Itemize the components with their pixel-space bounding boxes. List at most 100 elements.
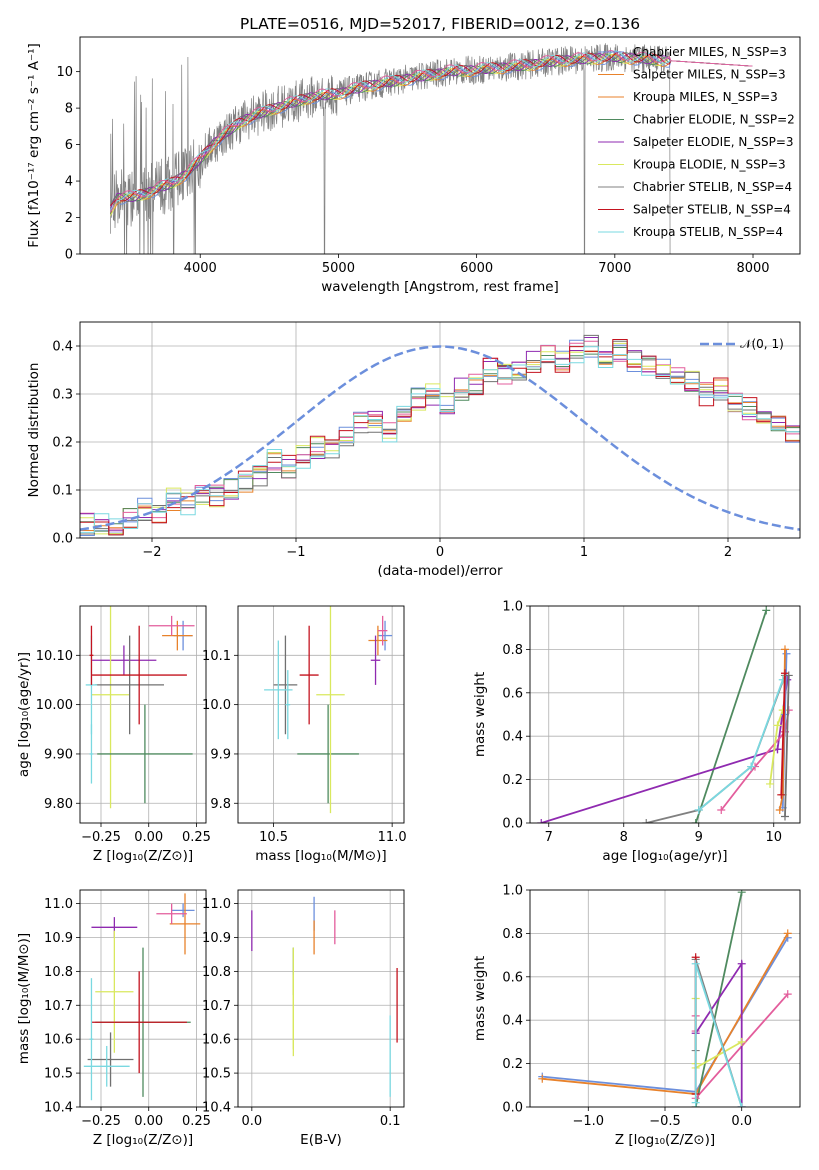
y-axis-label: mass weight bbox=[472, 956, 488, 1041]
weight-series-1 bbox=[541, 748, 778, 823]
x-tick-label: −1 bbox=[286, 545, 305, 560]
y-tick-label: 9.90 bbox=[44, 747, 73, 762]
model-spectrum-8 bbox=[110, 50, 753, 213]
x-tick-label: −1.0 bbox=[573, 1114, 605, 1129]
normal-curve bbox=[80, 345, 800, 531]
y-tick-label: 10.7 bbox=[202, 999, 231, 1014]
plot-area bbox=[537, 606, 793, 823]
histogram-7 bbox=[80, 339, 800, 536]
y-axis-label: Normed distribution bbox=[26, 363, 42, 498]
y-tick-label: 9.9 bbox=[210, 747, 231, 762]
y-tick-label: 10.6 bbox=[202, 1033, 231, 1048]
y-tick-label: 10.5 bbox=[44, 1067, 73, 1082]
x-tick-label: 5000 bbox=[322, 261, 355, 276]
y-tick-label: 1.0 bbox=[502, 600, 523, 615]
y-tick-label: 0.4 bbox=[52, 340, 73, 355]
y-tick-label: 9.80 bbox=[44, 797, 73, 812]
weight-marker bbox=[537, 819, 546, 823]
plot-area bbox=[538, 890, 792, 1107]
legend-entry: Kroupa ELODIE, N_SSP=3 bbox=[633, 158, 786, 172]
x-tick-label: −0.25 bbox=[81, 1114, 121, 1129]
weight-marker bbox=[737, 959, 746, 968]
y-tick-label: 0.2 bbox=[502, 773, 523, 788]
y-tick-label: 10.0 bbox=[202, 698, 231, 713]
y-tick-label: 10.10 bbox=[36, 649, 73, 664]
weight-series-10 bbox=[694, 963, 743, 1107]
x-axis-label: age [log₁₀(age/yr)] bbox=[602, 848, 727, 864]
y-tick-label: 10.5 bbox=[202, 1067, 231, 1082]
weight-series-10 bbox=[780, 673, 786, 795]
y-tick-label: 0.0 bbox=[502, 1101, 523, 1116]
y-tick-label: 0.0 bbox=[502, 817, 523, 832]
y-tick-label: 9.8 bbox=[210, 797, 231, 812]
x-tick-label: −0.25 bbox=[81, 830, 121, 845]
x-tick-label: 8 bbox=[620, 830, 628, 845]
x-tick-label: 9 bbox=[695, 830, 703, 845]
model-spectrum-7 bbox=[110, 50, 753, 210]
axes-frame bbox=[79, 889, 207, 1108]
x-tick-label: 10.5 bbox=[259, 830, 288, 845]
x-tick-label: 0.0 bbox=[241, 1114, 262, 1129]
panel-6: 0.0 0.1 10.4 10.5 10.6 10.7 10.8 10.9 11.0 E(B-V) bbox=[202, 889, 405, 1148]
panel-5: −0.25 0.00 0.25 10.4 10.5 10.6 10.7 10.8 10.9 11.… bbox=[16, 889, 211, 1148]
plot-area bbox=[80, 334, 800, 536]
y-tick-label: 0.0 bbox=[52, 532, 73, 547]
x-axis-label: mass [log₁₀(M/M⊙)] bbox=[255, 848, 386, 864]
y-tick-label: 10.1 bbox=[202, 649, 231, 664]
x-axis-label: Z [log₁₀(Z/Z⊙)] bbox=[615, 1132, 715, 1148]
histogram-2 bbox=[80, 347, 800, 532]
y-tick-label: 10.9 bbox=[202, 931, 231, 946]
x-tick-label: 4000 bbox=[184, 261, 217, 276]
weight-marker bbox=[782, 649, 791, 658]
weight-marker bbox=[717, 805, 726, 814]
plot-area bbox=[264, 606, 393, 814]
weight-marker bbox=[773, 721, 782, 730]
x-tick-label: 10 bbox=[765, 830, 782, 845]
panel-3: 10.5 11.0 9.8 9.9 10.0 10.1 mass [log₁₀(M/M⊙)] bbox=[202, 605, 407, 864]
y-tick-label: 0.6 bbox=[502, 970, 523, 985]
histogram-1 bbox=[80, 345, 800, 531]
histogram-8 bbox=[80, 346, 800, 533]
y-tick-label: 11.0 bbox=[44, 897, 73, 912]
observed-spectrum bbox=[110, 43, 671, 254]
weight-series-6 bbox=[695, 1041, 743, 1069]
y-tick-label: 8 bbox=[65, 102, 73, 117]
x-tick-label: −0.5 bbox=[649, 1114, 681, 1129]
x-tick-label: 0.00 bbox=[134, 1114, 163, 1129]
x-tick-label: 7000 bbox=[598, 261, 631, 276]
y-tick-label: 10.8 bbox=[202, 965, 231, 980]
x-tick-label: 1 bbox=[580, 545, 588, 560]
legend-entry: Kroupa MILES, N_SSP=3 bbox=[633, 90, 778, 104]
y-axis-label: mass [log₁₀(M/M⊙)] bbox=[16, 933, 32, 1064]
weight-marker bbox=[538, 1074, 547, 1083]
x-axis-label: Z [log₁₀(Z/Z⊙)] bbox=[93, 848, 193, 864]
plot-area bbox=[109, 43, 753, 254]
y-tick-label: 10.00 bbox=[36, 698, 73, 713]
x-axis-label: E(B-V) bbox=[300, 1132, 342, 1148]
plot-area bbox=[251, 896, 398, 1097]
axes-frame bbox=[237, 605, 405, 824]
weight-marker bbox=[747, 762, 756, 771]
y-axis-label: mass weight bbox=[472, 672, 488, 757]
x-tick-label: 0.25 bbox=[182, 830, 211, 845]
y-tick-label: 0 bbox=[65, 248, 73, 263]
model-spectrum-2 bbox=[110, 53, 753, 217]
legend-entry: Kroupa STELIB, N_SSP=4 bbox=[633, 225, 783, 239]
y-tick-label: 10.4 bbox=[202, 1101, 231, 1116]
y-tick-label: 0.2 bbox=[502, 1057, 523, 1072]
y-axis-label: Flux [fλ10⁻¹⁷ erg cm⁻² s⁻¹ A⁻¹] bbox=[26, 43, 42, 248]
weight-marker bbox=[694, 805, 703, 814]
y-tick-label: 0.3 bbox=[52, 388, 73, 403]
axes-frame bbox=[237, 889, 405, 1108]
weight-marker bbox=[781, 645, 789, 654]
x-tick-label: 0.1 bbox=[380, 1114, 401, 1129]
legend-entry: Salpeter MILES, N_SSP=3 bbox=[633, 68, 786, 82]
y-tick-label: 2 bbox=[65, 211, 73, 226]
weight-series-7 bbox=[698, 679, 784, 811]
legend-entry: Chabrier MILES, N_SSP=3 bbox=[633, 45, 787, 59]
x-tick-label: 11.0 bbox=[378, 830, 407, 845]
weight-marker bbox=[737, 890, 746, 897]
y-tick-label: 0.8 bbox=[502, 927, 523, 942]
weight-series-11 bbox=[784, 675, 790, 817]
y-tick-label: 10 bbox=[56, 65, 73, 80]
